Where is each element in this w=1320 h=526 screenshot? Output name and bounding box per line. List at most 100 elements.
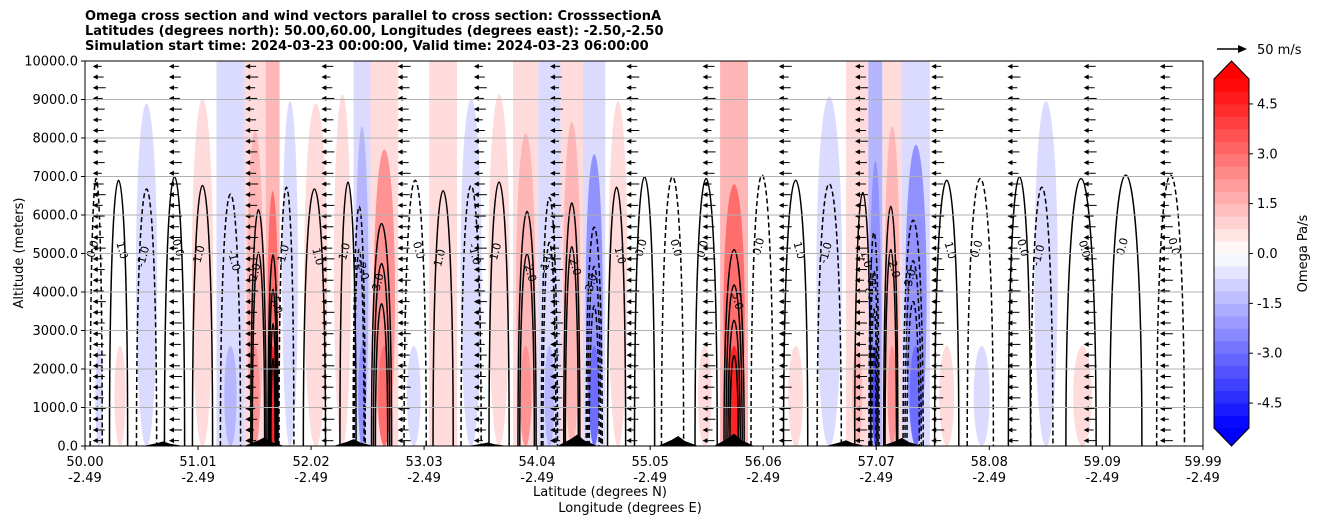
wind-vector-head bbox=[626, 128, 632, 134]
wind-vector-head bbox=[397, 416, 403, 422]
chart-title-line-3: Simulation start time: 2024-03-23 00:00:… bbox=[85, 39, 649, 54]
wind-vector-head bbox=[550, 202, 556, 208]
wind-vector-head bbox=[931, 63, 937, 69]
omega-peak bbox=[973, 345, 990, 446]
wind-vector-head bbox=[168, 267, 174, 273]
wind-vector-head bbox=[168, 85, 174, 91]
y-tick-label: 2000.0 bbox=[33, 363, 79, 378]
wind-vector-head bbox=[702, 234, 708, 240]
contour-label: 2.0 bbox=[886, 259, 903, 279]
wind-vector-head bbox=[931, 341, 937, 347]
wind-vector-head bbox=[778, 128, 784, 134]
wind-vector-head bbox=[1007, 234, 1013, 240]
omega-peak bbox=[612, 345, 624, 446]
contour-line bbox=[432, 190, 454, 446]
contour-line bbox=[191, 185, 214, 446]
wind-vector-head bbox=[778, 170, 784, 176]
contour-line bbox=[606, 186, 627, 446]
wind-vector-head bbox=[778, 299, 784, 305]
wind-vector-head bbox=[550, 416, 556, 422]
omega-core bbox=[693, 89, 717, 446]
wind-vector-head bbox=[168, 170, 174, 176]
wind-vector-head bbox=[168, 299, 174, 305]
wind-vector-head bbox=[1083, 85, 1089, 91]
wind-vector-head bbox=[550, 256, 556, 262]
wind-vector-head bbox=[397, 192, 403, 198]
wind-vector-head bbox=[854, 427, 860, 433]
contour-label: 1.0 bbox=[790, 240, 807, 260]
wind-vector-head bbox=[245, 438, 251, 444]
omega-core bbox=[1108, 84, 1143, 446]
wind-vector-head bbox=[245, 331, 251, 337]
x-tick-label-lat: 54.04 bbox=[519, 455, 556, 470]
wind-vector-head bbox=[931, 331, 937, 337]
wind-vector-head bbox=[550, 309, 556, 315]
wind-vector-head bbox=[1159, 320, 1165, 326]
wind-vector-head bbox=[321, 160, 327, 166]
wind-vector-head bbox=[245, 384, 251, 390]
contour-line bbox=[906, 300, 921, 446]
wind-vector-head bbox=[1083, 149, 1089, 155]
wind-vector-head bbox=[245, 416, 251, 422]
wind-vector-head bbox=[626, 106, 632, 112]
wind-vector-head bbox=[1083, 234, 1089, 240]
wind-vector-head bbox=[92, 352, 98, 358]
colorbar: -4.5 -3.0 -1.5 0.0 1.5 3.0 4.5 Omega Pa/s bbox=[1213, 60, 1311, 447]
contour-label: -3.0 bbox=[862, 276, 880, 300]
wind-vector-head bbox=[626, 363, 632, 369]
wind-vector-head bbox=[854, 299, 860, 305]
wind-vector-head bbox=[550, 299, 556, 305]
colorbar-tick-label: -3.0 bbox=[1257, 347, 1282, 362]
wind-vector-head bbox=[550, 149, 556, 155]
omega-core bbox=[933, 91, 960, 446]
wind-vector-head bbox=[778, 373, 784, 379]
colorbar-tick-label: -1.5 bbox=[1257, 297, 1282, 312]
wind-vector-head bbox=[245, 128, 251, 134]
x-tick-label-lon: -2.49 bbox=[633, 471, 667, 486]
wind-vector-head bbox=[1083, 63, 1089, 69]
wind-vector-head bbox=[1007, 63, 1013, 69]
wind-vector-head bbox=[1007, 128, 1013, 134]
wind-vector-head bbox=[626, 160, 632, 166]
omega-peak bbox=[697, 345, 712, 446]
wind-vector-head bbox=[321, 341, 327, 347]
wind-vector-head bbox=[473, 427, 479, 433]
wind-vector-head bbox=[1083, 181, 1089, 187]
wind-vector-head bbox=[702, 299, 708, 305]
wind-vector-head bbox=[397, 234, 403, 240]
wind-vector-head bbox=[168, 128, 174, 134]
wind-vector-head bbox=[931, 128, 937, 134]
wind-vector-head bbox=[1159, 234, 1165, 240]
wind-vector-head bbox=[92, 256, 98, 262]
wind-vector-head bbox=[626, 331, 632, 337]
contour-line bbox=[729, 354, 740, 446]
wind-vector-head bbox=[168, 149, 174, 155]
wind-vector-head bbox=[321, 352, 327, 358]
wind-vector-head bbox=[397, 128, 403, 134]
wind-vector-head bbox=[473, 117, 479, 123]
wind-vector-head bbox=[397, 352, 403, 358]
wind-vector-head bbox=[1083, 331, 1089, 337]
colorbar-segment bbox=[1214, 91, 1249, 105]
omega-peak bbox=[667, 345, 681, 446]
omega-peak bbox=[566, 345, 577, 446]
wind-vector-head bbox=[245, 256, 251, 262]
wind-vector-head bbox=[473, 416, 479, 422]
chart-title-line-1: Omega cross section and wind vectors par… bbox=[85, 9, 662, 24]
wind-vector-head bbox=[550, 74, 556, 80]
contour-line bbox=[694, 177, 718, 446]
omega-peak bbox=[196, 345, 209, 446]
colorbar-segment bbox=[1214, 290, 1249, 304]
wind-vector-head bbox=[245, 299, 251, 305]
wind-vector-head bbox=[626, 170, 632, 176]
wind-vector-head bbox=[550, 395, 556, 401]
wind-vector-head bbox=[778, 416, 784, 422]
colorbar-segment bbox=[1214, 265, 1249, 279]
wind-vector-head bbox=[778, 117, 784, 123]
wind-vector-head bbox=[168, 438, 174, 444]
wind-vector-head bbox=[1159, 352, 1165, 358]
wind-vector-head bbox=[626, 352, 632, 358]
omega-peak bbox=[492, 345, 506, 446]
x-tick-label-lon: -2.49 bbox=[1186, 471, 1220, 486]
contour-label: -1.0 bbox=[1029, 243, 1047, 267]
